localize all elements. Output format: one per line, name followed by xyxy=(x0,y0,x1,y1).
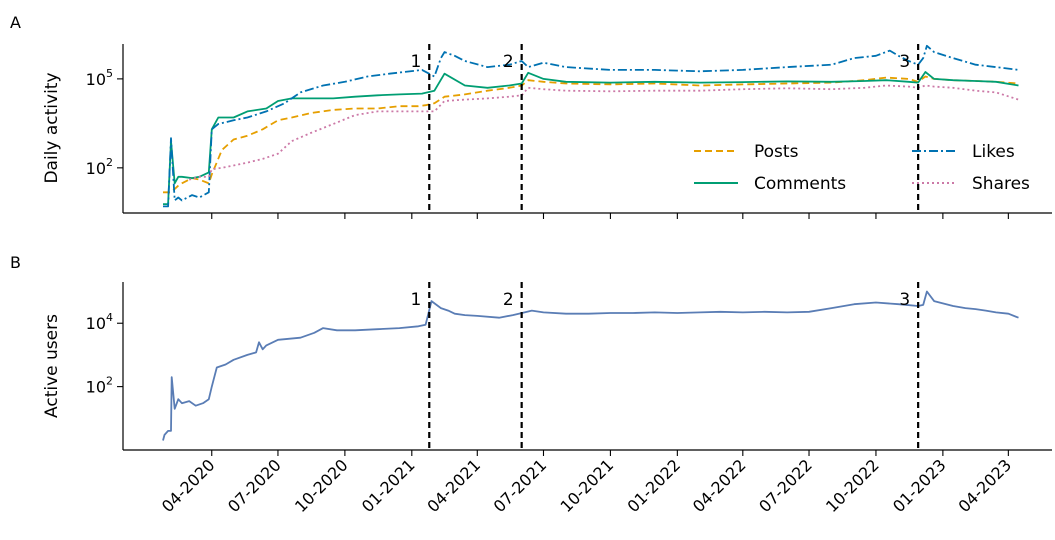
event-label-2: 2 xyxy=(503,290,514,310)
x-tick-label: 01-2021 xyxy=(358,455,419,516)
x-tick-label: 07-2021 xyxy=(490,455,551,516)
x-tick-label: 04-2023 xyxy=(954,455,1015,516)
event-label-1: 1 xyxy=(410,290,421,310)
legend: Posts Comments Likes Shares xyxy=(694,142,1030,194)
panel-a-label: A xyxy=(10,13,21,32)
x-tick-label: 07-2022 xyxy=(755,455,816,516)
y-axis-label: Daily activity xyxy=(42,72,62,183)
series-line-posts xyxy=(163,75,1019,194)
legend-label-likes: Likes xyxy=(972,142,1015,162)
event-label-3: 3 xyxy=(899,290,910,310)
event-label-1: 1 xyxy=(410,52,421,72)
legend-label-shares: Shares xyxy=(972,174,1030,194)
legend-label-posts: Posts xyxy=(754,142,799,162)
panel-a: A 102 105 Daily activity 1 2 3 Posts Comments Lik… xyxy=(10,13,1052,219)
event-label-2: 2 xyxy=(503,52,514,72)
x-tick-label: 01-2023 xyxy=(889,455,950,516)
y-tick-label: 102 xyxy=(86,156,113,178)
panel-b: B 102 104 Active users 1 2 3 xyxy=(10,253,1052,456)
x-tick-label: 04-2020 xyxy=(158,455,219,516)
event-label-3: 3 xyxy=(899,52,910,72)
legend-label-comments: Comments xyxy=(754,174,846,194)
y-tick-label: 102 xyxy=(86,375,113,397)
y-axis-label: Active users xyxy=(42,314,62,418)
x-tick-label: 04-2022 xyxy=(689,455,750,516)
y-tick-label: 104 xyxy=(86,311,113,333)
x-axis: 04-2020 07-2020 10-2020 01-2021 04-2021 07-20… xyxy=(158,455,1015,516)
series-line-likes xyxy=(163,44,1019,208)
x-tick-label: 10-2020 xyxy=(291,455,352,516)
x-tick-label: 07-2020 xyxy=(224,455,285,516)
x-tick-label: 01-2022 xyxy=(623,455,684,516)
series-line-active-users xyxy=(162,290,1019,441)
x-tick-label: 10-2021 xyxy=(557,455,618,516)
x-tick-label: 04-2021 xyxy=(423,455,484,516)
series-line-comments xyxy=(163,71,1019,206)
panel-b-label: B xyxy=(10,253,21,272)
x-tick-label: 10-2022 xyxy=(822,455,883,516)
series-line-shares xyxy=(188,84,1019,181)
y-tick-label: 105 xyxy=(86,67,113,89)
